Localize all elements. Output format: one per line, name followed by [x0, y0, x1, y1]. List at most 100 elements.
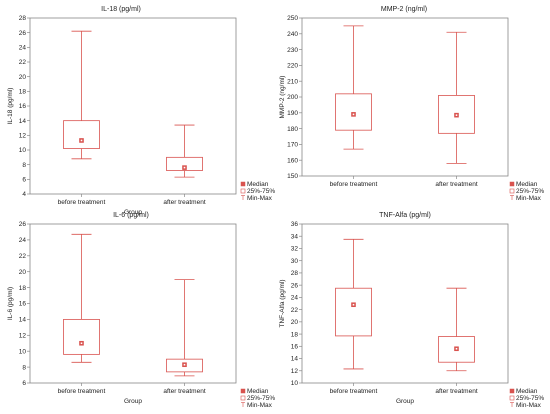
- y-tick-label: 36: [291, 221, 299, 228]
- y-tick-label: 28: [291, 270, 299, 277]
- chart-panel-4: TNF-Alfa (pg/ml) 10 12 14 16 18 20 22 24 26 28 30 32…: [279, 212, 544, 409]
- legend-entry: Min-Max: [247, 402, 273, 409]
- y-tick-label: 34: [291, 233, 299, 240]
- y-tick-label: 14: [291, 356, 299, 363]
- plot-frame: [301, 223, 509, 384]
- y-tick-label: 6: [22, 177, 26, 184]
- y-tick-label: 170: [287, 142, 298, 149]
- y-axis-label: TNF-Alfa (pg/ml): [279, 279, 286, 327]
- legend-median-swatch: [509, 181, 515, 187]
- y-tick-label: 22: [19, 59, 27, 66]
- y-tick-label: 26: [291, 282, 299, 289]
- legend-entry: Min-Max: [516, 195, 542, 202]
- x-axis-label: Group: [396, 398, 414, 405]
- y-tick-label: 160: [287, 157, 298, 164]
- box-iqr: [166, 358, 203, 373]
- y-tick-label: 20: [19, 74, 27, 81]
- y-tick-label: 24: [19, 45, 27, 52]
- chart-title: IL-6 (pg/ml): [113, 212, 149, 219]
- y-tick-label: 240: [287, 31, 298, 38]
- legend-box-swatch: [240, 188, 246, 194]
- y-tick-label: 22: [19, 253, 27, 260]
- y-tick-label: 28: [19, 15, 27, 22]
- legend-entry: Min-Max: [516, 402, 542, 409]
- y-tick-label: 10: [291, 380, 299, 387]
- y-tick-label: 24: [291, 295, 299, 302]
- x-axis-label: Group: [124, 398, 142, 405]
- x-tick-label: before treatment: [330, 181, 378, 188]
- median-marker-center: [80, 139, 83, 142]
- y-tick-label: 200: [287, 94, 298, 101]
- y-tick-label: 220: [287, 63, 298, 70]
- y-tick-label: 20: [291, 319, 299, 326]
- x-axis-label: Group: [124, 209, 142, 216]
- x-tick-label: before treatment: [58, 199, 106, 206]
- box-iqr: [63, 318, 100, 355]
- legend-entry: Median: [247, 388, 269, 395]
- x-tick-label: after treatment: [163, 388, 205, 395]
- y-tick-label: 10: [19, 348, 27, 355]
- y-tick-label: 18: [19, 285, 27, 292]
- median-marker-center: [455, 114, 458, 116]
- legend-median-swatch: [509, 388, 515, 394]
- x-tick-label: before treatment: [58, 388, 106, 395]
- plot-frame: [301, 17, 509, 177]
- legend-entry: Median: [247, 181, 269, 188]
- y-tick-label: 8: [22, 364, 26, 371]
- y-tick-label: 6: [22, 380, 26, 387]
- box-iqr: [166, 156, 203, 171]
- chart-panel-1: IL-18 (pg/ml) 4 6 8 10 12 14 16 18 20 22 24 26 28 IL-1…: [7, 6, 275, 216]
- y-tick-label: 18: [19, 89, 27, 96]
- y-tick-label: 16: [19, 103, 27, 110]
- median-marker-center: [183, 166, 186, 169]
- y-axis-label: IL-18 (pg/ml): [7, 88, 14, 125]
- y-tick-label: 30: [291, 258, 299, 265]
- y-tick-label: 16: [291, 344, 299, 351]
- y-tick-label: 150: [287, 173, 298, 180]
- box-iqr: [438, 95, 475, 134]
- median-marker-center: [352, 113, 355, 116]
- y-tick-label: 10: [19, 147, 27, 154]
- y-tick-label: 16: [19, 301, 27, 308]
- chart-panel-2: MMP-2 (ng/ml) 150 160 170 180 190 200 210 220 230…: [279, 6, 544, 202]
- median-marker-center: [455, 347, 458, 350]
- x-tick-label: after treatment: [435, 181, 477, 188]
- x-tick-label: after treatment: [435, 388, 477, 395]
- y-tick-label: 12: [19, 333, 27, 340]
- y-tick-label: 26: [19, 221, 27, 228]
- box-iqr: [63, 120, 100, 149]
- y-tick-label: 250: [287, 15, 298, 22]
- box-iqr: [335, 93, 372, 131]
- y-tick-label: 14: [19, 118, 27, 125]
- x-tick-label: before treatment: [330, 388, 378, 395]
- y-tick-label: 18: [291, 331, 299, 338]
- box-iqr: [438, 336, 475, 363]
- x-tick-label: after treatment: [163, 199, 205, 206]
- legend-entry: Median: [516, 181, 538, 188]
- y-tick-label: 14: [19, 317, 27, 324]
- chart-title: IL-18 (pg/ml): [101, 6, 141, 13]
- y-tick-label: 230: [287, 47, 298, 54]
- y-tick-label: 8: [22, 162, 26, 169]
- y-tick-label: 20: [19, 269, 27, 276]
- legend-entry: 25%-75%: [247, 188, 275, 195]
- plot-frame: [29, 223, 237, 384]
- legend-median-swatch: [240, 181, 246, 187]
- legend-box-swatch: [509, 188, 515, 194]
- y-tick-label: 190: [287, 110, 298, 117]
- plot-frame: [29, 17, 237, 195]
- legend-box-swatch: [240, 395, 246, 401]
- legend-entry: 25%-75%: [247, 395, 275, 402]
- y-axis-label: MMP-2 (ng/ml): [279, 76, 286, 119]
- chart-panel-3: IL-6 (pg/ml) 6 8 10 12 14 16 18 20 22 24 26 IL-6 (pg…: [7, 212, 275, 409]
- y-tick-label: 22: [291, 307, 299, 314]
- y-tick-label: 4: [22, 191, 26, 198]
- box-iqr: [335, 287, 372, 337]
- y-tick-label: 12: [19, 133, 27, 140]
- legend-entry: Min-Max: [247, 195, 273, 202]
- y-tick-label: 26: [19, 30, 27, 37]
